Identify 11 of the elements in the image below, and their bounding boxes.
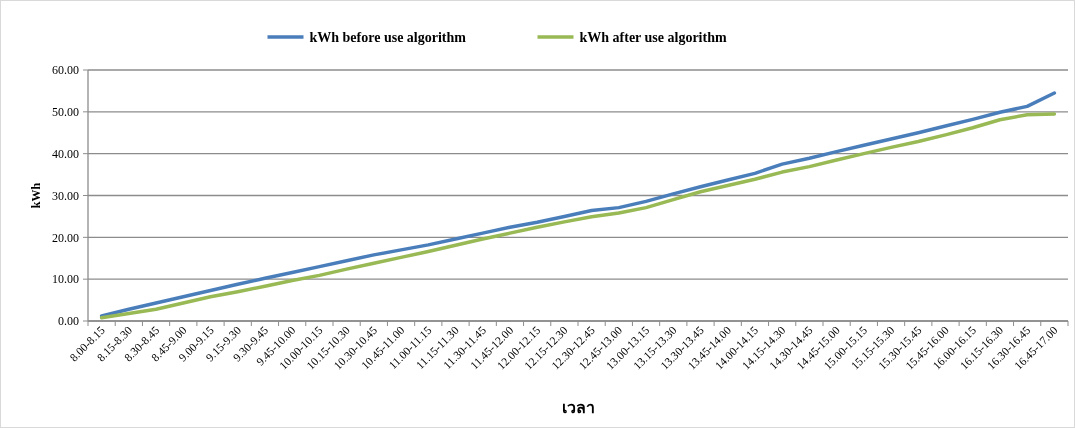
y-tick-label: 0.00 bbox=[58, 314, 79, 329]
y-tick-label: 30.00 bbox=[52, 188, 79, 203]
y-tick-label: 50.00 bbox=[52, 105, 79, 120]
legend-label: kWh before use algorithm bbox=[309, 29, 467, 45]
y-tick-label: 60.00 bbox=[52, 63, 79, 78]
y-tick-label: 20.00 bbox=[52, 230, 79, 245]
y-tick-label: 10.00 bbox=[52, 272, 79, 287]
y-tick-label: 40.00 bbox=[52, 146, 79, 161]
legend-label: kWh after use algorithm bbox=[579, 29, 727, 45]
y-axis-title: kWh bbox=[29, 182, 43, 209]
x-axis-title: เวลา bbox=[561, 399, 595, 416]
